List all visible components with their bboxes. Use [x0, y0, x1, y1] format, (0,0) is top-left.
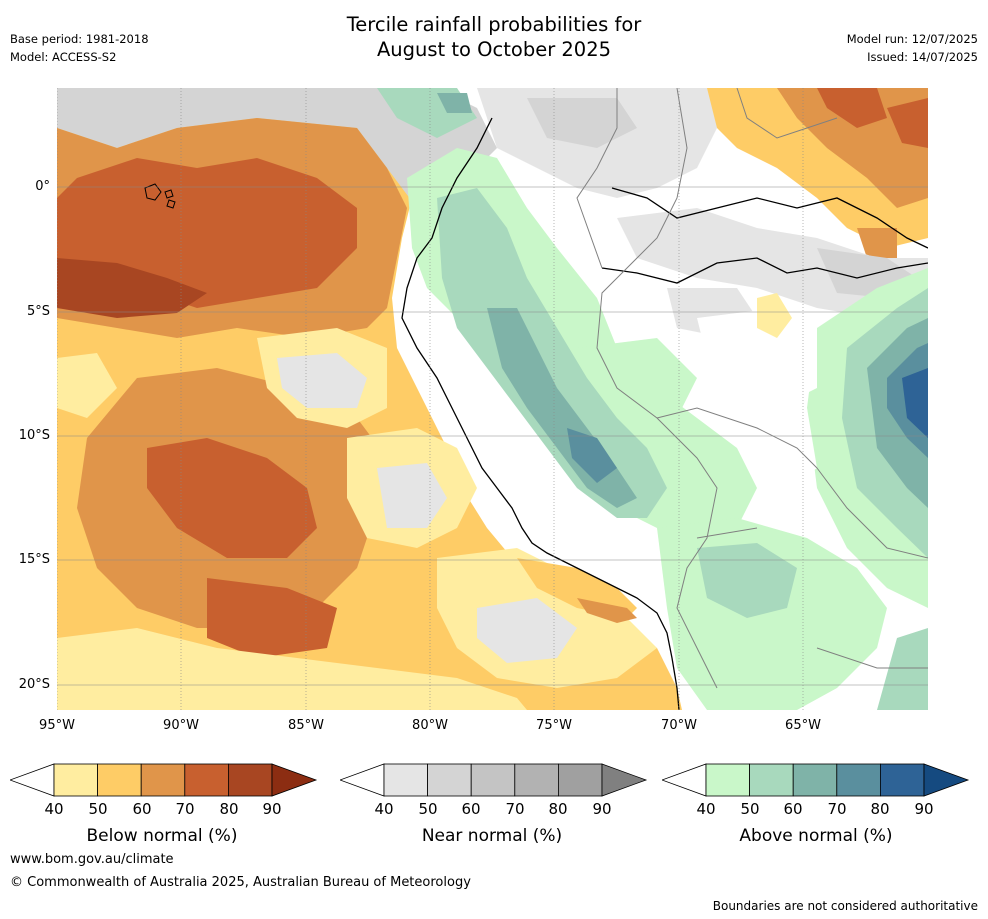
colorbar-extend-high [601, 763, 648, 797]
above-tick-70: 70 [827, 800, 847, 818]
below-tick-40: 40 [44, 800, 64, 818]
map-grid [57, 88, 928, 710]
title-line-1: Tercile rainfall probabilities for [346, 13, 642, 36]
near-tick-40: 40 [374, 800, 394, 818]
colorbar-extend-high [923, 763, 970, 797]
lon-label-70w: 70°W [661, 718, 697, 733]
near-tick-50: 50 [418, 800, 438, 818]
colorbar-segment [470, 763, 516, 797]
colorbar-near-title: Near normal (%) [421, 826, 563, 846]
colorbar-segment [792, 763, 838, 797]
colorbar-segment [227, 763, 273, 797]
colorbar-extend-low [660, 763, 707, 797]
colorbar-segment [557, 763, 603, 797]
above-tick-80: 80 [870, 800, 890, 818]
lat-label-15s: 15°S [18, 552, 50, 567]
lat-label-10s: 10°S [18, 428, 50, 443]
below-tick-50: 50 [88, 800, 108, 818]
near-tick-90: 90 [592, 800, 612, 818]
footer-copyright: © Commonwealth of Australia 2025, Austra… [10, 875, 471, 890]
colorbar-segment [705, 763, 750, 797]
lat-label-20s: 20°S [18, 677, 50, 692]
issued-date: Issued: 14/07/2025 [867, 50, 978, 64]
lon-label-80w: 80°W [412, 718, 448, 733]
colorbar-segment [140, 763, 186, 797]
footer-website: www.bom.gov.au/climate [10, 852, 174, 867]
lat-label-5s: 5°S [26, 304, 50, 319]
meta-right: Model run: 12/07/2025 Issued: 14/07/2025 [847, 30, 978, 66]
model-run: Model run: 12/07/2025 [846, 32, 978, 46]
colorbar-extend-low [338, 763, 385, 797]
lon-label-65w: 65°W [785, 718, 821, 733]
ocean-near-normal-top [57, 88, 497, 208]
base-period: Base period: 1981-2018 [10, 32, 149, 46]
lon-label-85w: 85°W [288, 718, 324, 733]
lon-label-90w: 90°W [163, 718, 199, 733]
colorbar-above-title: Above normal (%) [739, 826, 893, 846]
colorbar-segment [53, 763, 98, 797]
colorbar-below-normal [8, 762, 318, 798]
country-boundaries [576, 88, 928, 689]
colorbar-segment [836, 763, 881, 797]
rainfall-map [57, 88, 928, 710]
near-tick-80: 80 [548, 800, 568, 818]
colorbar-extend-low [8, 763, 55, 797]
colorbar-near-normal [338, 762, 648, 798]
colorbar-above-normal [660, 762, 970, 798]
below-tick-90: 90 [262, 800, 282, 818]
map-title: Tercile rainfall probabilities for Augus… [0, 12, 988, 62]
footer-note: Boundaries are not considered authoritat… [712, 899, 978, 913]
lat-label-0: 0° [35, 179, 50, 194]
colorbar-segment [879, 763, 925, 797]
near-tick-60: 60 [461, 800, 481, 818]
above-tick-60: 60 [783, 800, 803, 818]
below-tick-60: 60 [132, 800, 152, 818]
colorbar-segment [383, 763, 428, 797]
colorbar-segment [184, 763, 229, 797]
galapagos-islands [144, 183, 176, 209]
above-tick-50: 50 [740, 800, 760, 818]
colorbar-segment [749, 763, 794, 797]
colorbar-below-svg [8, 763, 318, 797]
lon-label-95w: 95°W [39, 718, 75, 733]
above-tick-40: 40 [696, 800, 716, 818]
above-tick-90: 90 [914, 800, 934, 818]
near-tick-70: 70 [505, 800, 525, 818]
map-canvas [57, 88, 928, 710]
colorbar-segment [427, 763, 472, 797]
title-line-2: August to October 2025 [376, 38, 612, 61]
colorbar-near-svg [338, 763, 648, 797]
coastline [401, 117, 680, 710]
below-tick-70: 70 [175, 800, 195, 818]
meta-left: Base period: 1981-2018 Model: ACCESS-S2 [10, 30, 149, 66]
colorbar-above-svg [660, 763, 970, 797]
below-tick-80: 80 [219, 800, 239, 818]
colorbar-below-title: Below normal (%) [86, 826, 238, 846]
colorbar-segment [97, 763, 142, 797]
colorbar-segment [514, 763, 559, 797]
model-name: Model: ACCESS-S2 [10, 50, 117, 64]
colorbar-extend-high [271, 763, 318, 797]
lon-label-75w: 75°W [536, 718, 572, 733]
